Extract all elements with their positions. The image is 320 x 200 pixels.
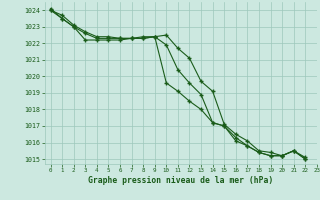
X-axis label: Graphe pression niveau de la mer (hPa): Graphe pression niveau de la mer (hPa) (88, 176, 273, 185)
